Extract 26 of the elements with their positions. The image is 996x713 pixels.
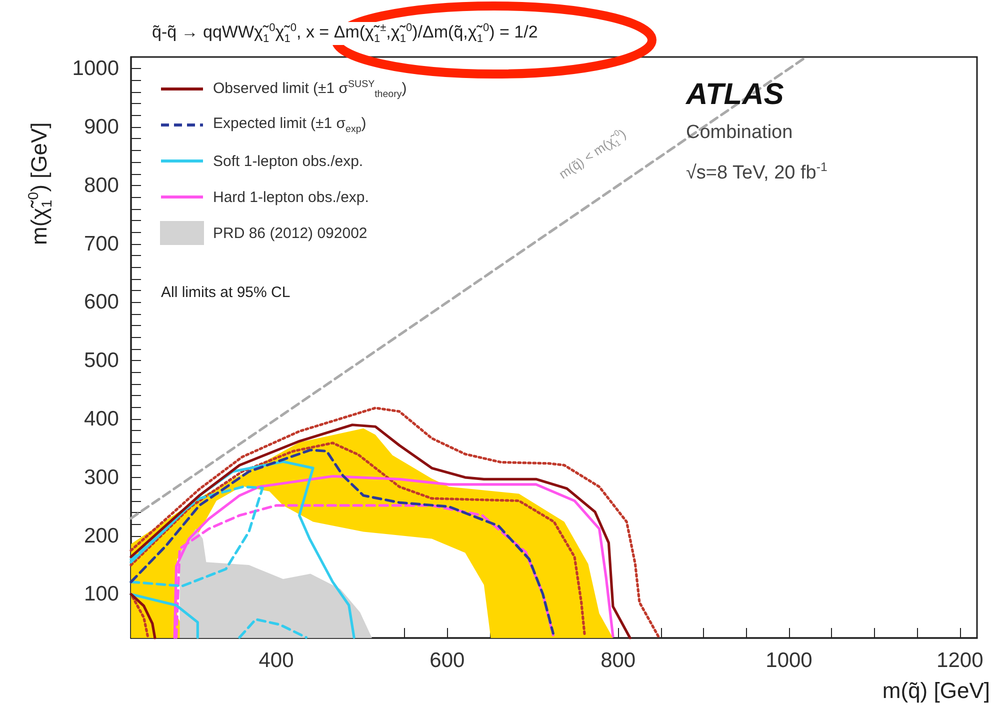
x-tick-label: 1200 <box>936 649 984 672</box>
y-tick-label: 900 <box>84 116 119 139</box>
y-tick-label: 200 <box>84 524 119 548</box>
y-tick-label: 300 <box>84 466 119 489</box>
legend-label: PRD 86 (2012) 092002 <box>213 224 368 242</box>
x-tick-label: 600 <box>430 649 465 672</box>
x-tick-label: 800 <box>600 649 636 672</box>
y-tick-label: 1000 <box>72 57 119 80</box>
y-tick-label: 500 <box>84 349 119 372</box>
y-tick-label: 100 <box>84 582 119 606</box>
annotation: √s=8 TeV, 20 fb$^{-1}$ <box>686 160 828 184</box>
chart-title: q̃-q̃ → qqWWχ̃$_{1}$$^{0}$χ̃$_{1}$$^{0}$, x = Δm(χ̃$_{1}$$^{±}$,χ̃$_{1}$$^{0}$)/Δm(q̃,χ̃$_{1}$$^{0}$) = 1/2 <box>152 22 538 46</box>
legend-label: Expected limit (±1 σ$_{exp}$) <box>213 115 366 135</box>
x-tick-label: 1000 <box>766 649 812 672</box>
y-tick-label: 700 <box>84 232 119 256</box>
y-tick-label: 600 <box>84 290 119 314</box>
x-tick-label: 400 <box>258 649 294 672</box>
legend-label: Hard 1-lepton obs./exp. <box>213 188 369 206</box>
annotation: All limits at 95% CL <box>161 284 290 301</box>
annotation: Combination <box>686 122 793 144</box>
x-axis-title: m(q̃) [GeV] <box>882 678 990 704</box>
y-tick-label: 400 <box>84 408 119 431</box>
annotation: ATLAS <box>686 78 784 112</box>
legend-label: Observed limit (±1 σ$^{SUSY}$$_{theory}$) <box>213 78 407 100</box>
y-tick-label: 800 <box>84 174 119 197</box>
legend-label: Soft 1-lepton obs./exp. <box>213 152 364 170</box>
